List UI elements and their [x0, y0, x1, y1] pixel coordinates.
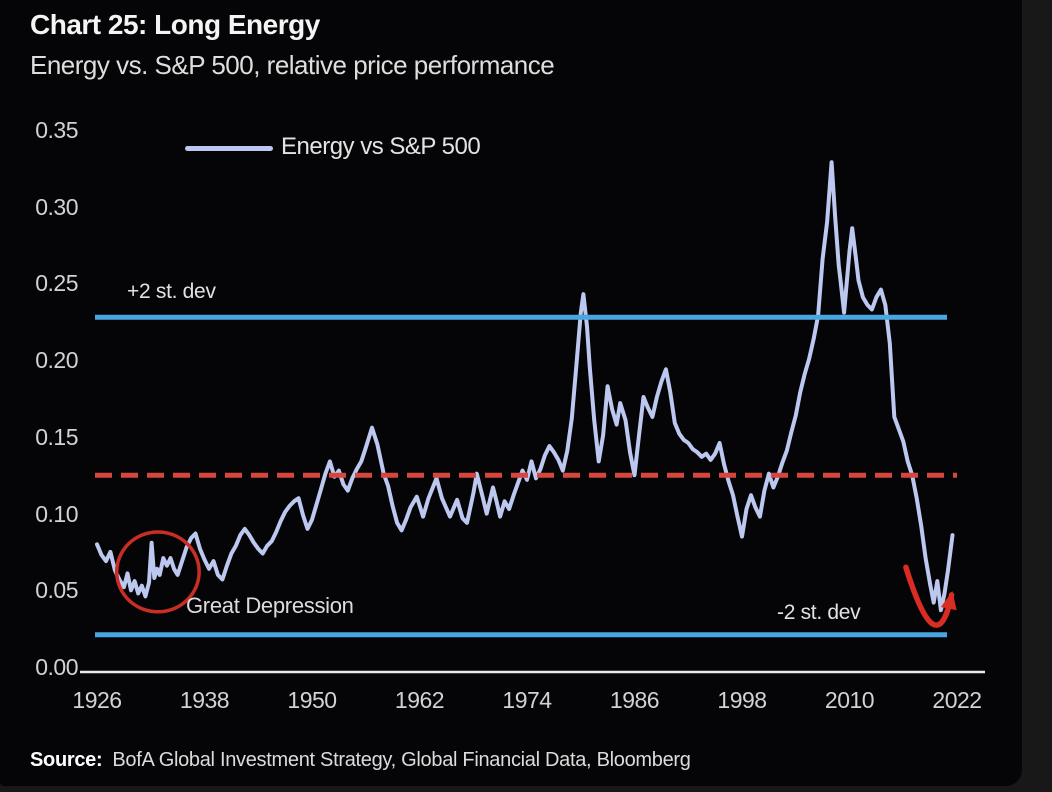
x-tick-label: 2022: [932, 687, 982, 713]
source-label: Source:: [30, 749, 103, 771]
x-tick-label: 1986: [609, 687, 660, 713]
source-line: Source: BofA Global Investment Strategy, …: [30, 749, 691, 772]
chart-title: Chart 25: Long Energy: [30, 9, 320, 40]
y-tick-label: 0.25: [35, 270, 78, 297]
y-tick-label: 0.00: [35, 654, 78, 680]
y-tick-label: 0.20: [35, 347, 78, 374]
chart-canvas: [80, 160, 985, 674]
y-tick-label: 0.35: [35, 117, 78, 143]
x-tick-label: 1926: [72, 687, 122, 713]
x-tick-label: 1974: [502, 687, 552, 713]
recovery-arrow: [903, 564, 955, 628]
y-tick-label: 0.10: [35, 500, 78, 527]
chart-card: Chart 25: Long Energy Energy vs. S&P 500…: [0, 0, 1022, 786]
plus2-stdev-label: +2 st. dev: [127, 280, 216, 303]
x-tick-label: 1998: [717, 687, 767, 713]
minus2-stdev-label: -2 st. dev: [777, 601, 861, 624]
recovery-arrow-head: [940, 590, 957, 611]
x-tick-label: 1950: [287, 687, 337, 713]
x-tick-label: 1962: [394, 687, 445, 713]
chart-subtitle: Energy vs. S&P 500, relative price perfo…: [30, 50, 555, 80]
energy-vs-sp500-line: [95, 160, 955, 613]
legend-label: Energy vs S&P 500: [281, 133, 481, 160]
legend-line-swatch: [185, 146, 273, 151]
x-tick-label: 2010: [824, 687, 875, 713]
source-text: BofA Global Investment Strategy, Global …: [112, 749, 691, 771]
x-tick-label: 1938: [179, 687, 230, 713]
great-depression-label: Great Depression: [186, 593, 354, 618]
y-tick-label: 0.30: [35, 193, 78, 220]
y-tick-label: 0.05: [35, 577, 78, 604]
y-tick-label: 0.15: [35, 423, 78, 450]
great-depression-circle: [114, 530, 201, 614]
